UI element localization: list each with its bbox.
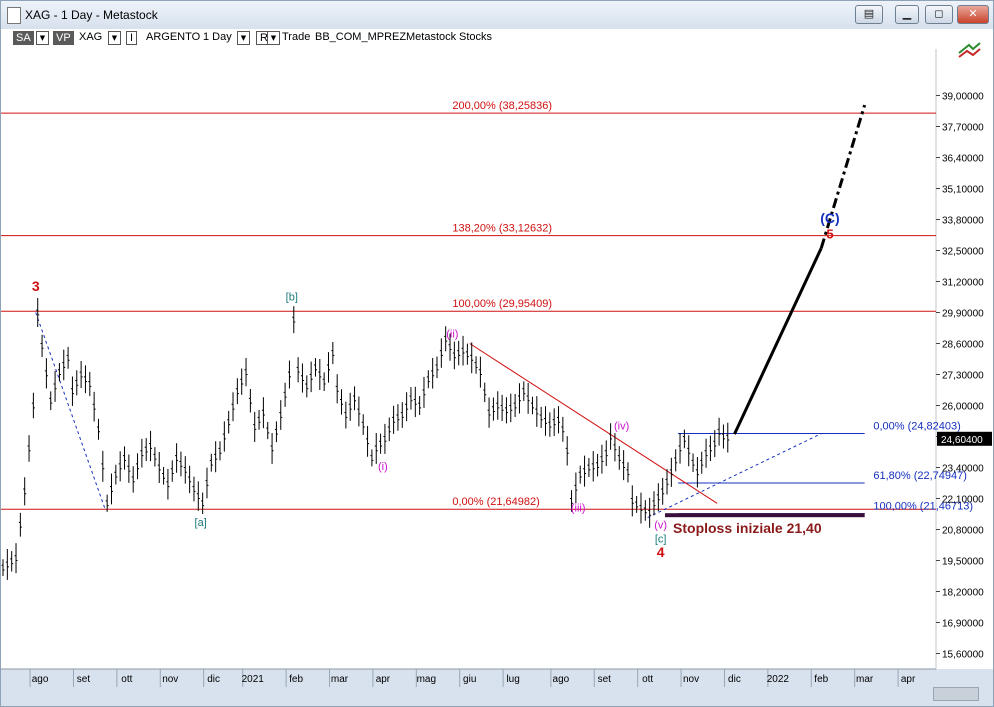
wave-label: 3 [32, 278, 40, 294]
time-tick-label: set [598, 674, 612, 685]
dashed-trend-line [647, 433, 822, 519]
stoploss-label: Stoploss iniziale 21,40 [673, 520, 822, 536]
fib-label: 0,00% (24,82403) [873, 421, 960, 433]
time-tick-label: 2022 [767, 674, 790, 685]
time-tick-label: mag [417, 674, 436, 685]
security-name: ARGENTO [146, 31, 201, 43]
price-tick-label: 22,10000 [942, 495, 984, 506]
price-tick-label: 15,60000 [942, 650, 984, 661]
wave-label: (C) [820, 210, 839, 226]
fib-label: 0,00% (21,64982) [452, 496, 539, 508]
chart-toolbar: SA ▼ VP XAG ▼ I ARGENTO 1 Day ▼ R ▼ Trad… [1, 29, 941, 49]
dashed-trend-line [35, 312, 106, 510]
fib-label: 100,00% (21,46713) [873, 501, 973, 513]
trade-mode-label: Trade [282, 31, 311, 43]
time-tick-label: nov [162, 674, 178, 685]
fib-label: 138,20% (33,12632) [452, 223, 552, 235]
fib-label: 200,00% (38,25836) [452, 100, 552, 112]
price-tick-label: 35,10000 [942, 185, 984, 196]
source-label: Metastock [406, 31, 457, 43]
wave-label: (iv) [614, 420, 629, 432]
last-price-tag [937, 431, 992, 446]
price-tick-label: 31,20000 [942, 278, 984, 289]
time-tick-label: mar [856, 674, 874, 685]
price-tick-label: 23,40000 [942, 464, 984, 475]
wave-label: (ii) [446, 329, 458, 341]
time-tick-label: giu [463, 674, 476, 685]
price-tick-label: 18,20000 [942, 588, 984, 599]
time-tick-label: apr [901, 674, 916, 685]
time-tick-label: ago [32, 674, 49, 685]
sa-dropdown[interactable]: ▼ [36, 31, 49, 45]
time-tick-label: 2021 [242, 674, 265, 685]
r-dropdown[interactable]: ▼ [267, 31, 280, 45]
wave-label: 4 [657, 544, 665, 560]
price-tick-label: 37,70000 [942, 123, 984, 134]
price-tick-label: 16,90000 [942, 619, 984, 630]
plot-area [1, 49, 936, 669]
horizontal-scrollbar[interactable] [933, 687, 979, 701]
document-icon [7, 7, 21, 24]
vp-button[interactable]: VP [53, 31, 74, 45]
time-tick-label: set [77, 674, 91, 685]
time-tick-label: feb [814, 674, 828, 685]
minimize-button[interactable]: ▁ [895, 5, 919, 24]
fib-label: 100,00% (29,95409) [452, 298, 552, 310]
tool-icon[interactable] [958, 42, 981, 58]
price-tick-label: 20,80000 [942, 526, 984, 537]
time-tick-label: ott [121, 674, 132, 685]
wave-label: [c] [655, 534, 667, 546]
time-tick-label: dic [728, 674, 741, 685]
price-tick-label: 33,80000 [942, 216, 984, 227]
fib-label: 61,80% (22,74947) [873, 470, 967, 482]
price-bars [1, 298, 730, 580]
restore-layout-button[interactable]: ▤ [855, 5, 883, 24]
window-title: XAG - 1 Day - Metastock [25, 8, 158, 22]
price-tick-label: 28,60000 [942, 340, 984, 351]
wave-label: 5 [826, 227, 833, 242]
time-tick-label: apr [376, 674, 391, 685]
price-tick-label: 36,40000 [942, 154, 984, 165]
close-button[interactable]: ✕ [957, 5, 989, 24]
time-tick-label: feb [289, 674, 303, 685]
last-price-label: 24,60400 [941, 435, 983, 446]
symbol-label: XAG [79, 31, 103, 43]
wave-label: (iii) [571, 503, 586, 515]
sa-button[interactable]: SA [13, 31, 34, 45]
wave-label: (v) [654, 519, 667, 531]
wave-label: [a] [195, 517, 207, 529]
downtrend-line [469, 343, 718, 504]
price-tick-label: 39,00000 [942, 92, 984, 103]
price-axis-panel [936, 29, 993, 669]
projection-line [733, 247, 823, 435]
indicator-button[interactable]: I [126, 31, 138, 45]
symbol-dropdown[interactable]: ▼ [108, 31, 121, 45]
price-tick-label: 32,50000 [942, 247, 984, 258]
price-tick-label: 27,30000 [942, 371, 984, 382]
period-label: 1 Day [203, 31, 232, 43]
price-tick-label: 29,90000 [942, 309, 984, 320]
wave-label: [b] [286, 292, 298, 304]
time-tick-label: lug [506, 674, 519, 685]
time-tick-label: nov [683, 674, 699, 685]
time-tick-label: ott [642, 674, 653, 685]
maximize-button[interactable]: ◻ [925, 5, 953, 24]
period-dropdown[interactable]: ▼ [237, 31, 250, 45]
time-axis-panel [1, 669, 993, 706]
projection-extension-line [819, 104, 867, 249]
stoploss-band [665, 513, 865, 518]
price-tick-label: 26,00000 [942, 402, 984, 413]
time-tick-label: mar [331, 674, 349, 685]
category-label: Stocks [459, 31, 493, 43]
title-bar: XAG - 1 Day - Metastock ▤ ▁ ◻ ✕ [1, 1, 993, 29]
time-tick-label: dic [207, 674, 220, 685]
wave-label: (i) [378, 461, 388, 473]
sector-label: BB_COM_MPREZ [315, 31, 407, 43]
time-tick-label: ago [553, 674, 570, 685]
price-tick-label: 19,50000 [942, 557, 984, 568]
